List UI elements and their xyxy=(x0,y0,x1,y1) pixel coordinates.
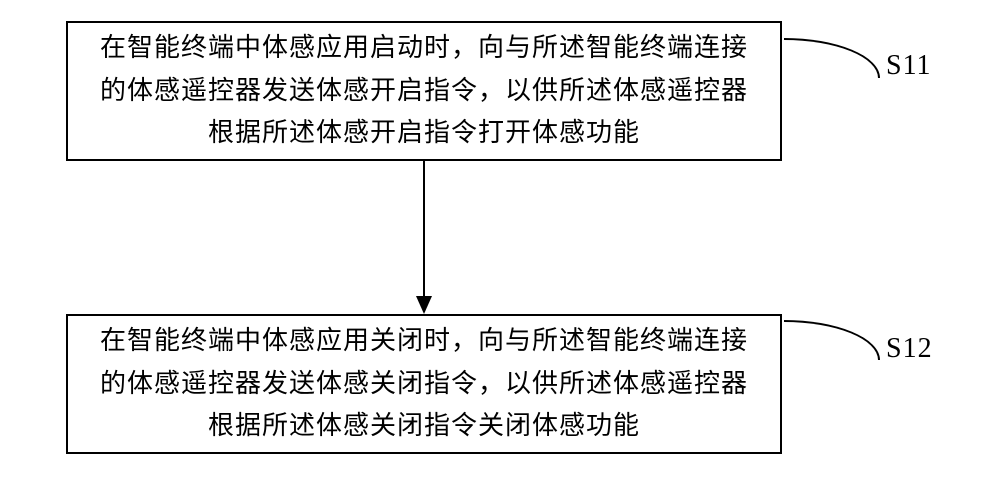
flow-edge-s11-s12 xyxy=(0,0,1000,501)
arrowhead-icon xyxy=(416,296,432,314)
